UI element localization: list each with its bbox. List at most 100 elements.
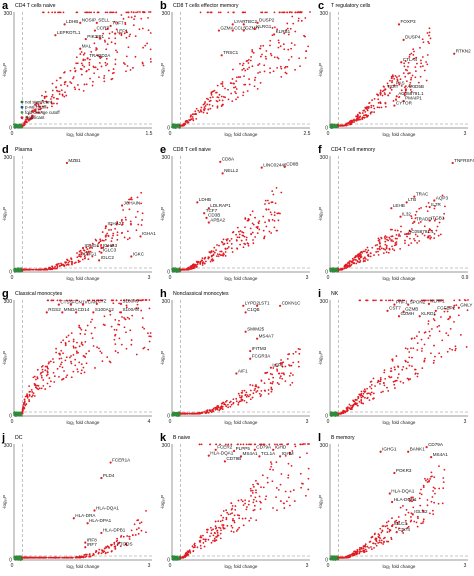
data-point (453, 321, 455, 323)
data-point (125, 11, 128, 14)
data-point (223, 527, 226, 530)
data-point (374, 532, 376, 535)
data-point (362, 545, 365, 547)
data-point (249, 398, 252, 401)
data-point (425, 479, 427, 482)
data-point (171, 414, 174, 417)
data-point (442, 477, 445, 479)
data-point (80, 73, 83, 76)
data-point (235, 80, 238, 83)
data-point (44, 365, 47, 368)
data-point (239, 230, 242, 232)
data-point (373, 107, 376, 110)
gene-label: CD8A (222, 157, 235, 162)
data-point (110, 550, 113, 552)
data-point (87, 250, 90, 253)
gene-label: IFITM3 (252, 346, 267, 351)
data-point (182, 555, 185, 558)
data-point (388, 530, 391, 533)
panel-title: B memory (331, 435, 355, 441)
data-point (304, 57, 307, 59)
data-point (272, 70, 275, 73)
data-point (222, 238, 225, 241)
data-point (415, 521, 418, 524)
data-point (35, 386, 37, 389)
data-point (13, 268, 16, 271)
data-point (53, 381, 56, 383)
gene-label: CST7 (389, 306, 401, 311)
points (171, 443, 310, 561)
data-point (124, 21, 127, 24)
data-point (357, 253, 360, 256)
data-point (149, 332, 152, 334)
data-point (91, 337, 94, 340)
data-point (245, 391, 248, 394)
data-point (232, 82, 235, 85)
gene-point (273, 33, 276, 36)
gene-label: CCR7 (96, 25, 109, 30)
gene-point (86, 57, 89, 60)
data-point (357, 397, 360, 400)
data-point (394, 387, 396, 389)
x-tick-label: 0 (11, 131, 14, 137)
data-point (91, 255, 94, 258)
data-point (360, 254, 362, 256)
data-point (432, 486, 435, 489)
y-tick-label: 300 (4, 11, 13, 17)
data-point (70, 82, 73, 85)
data-point (221, 103, 224, 106)
data-point (362, 549, 365, 552)
data-point (215, 249, 217, 252)
gene-label: GZMA (220, 25, 234, 30)
data-point (408, 356, 411, 359)
y-tick-label: 0 (9, 126, 12, 132)
y-tick-label: 0 (325, 126, 328, 132)
data-point (392, 380, 395, 383)
data-point (58, 357, 61, 360)
gene-label: GZMH (401, 311, 415, 316)
data-point (407, 232, 410, 235)
data-point (411, 365, 413, 368)
gene-label: CD79A (428, 442, 444, 447)
gene-point (203, 212, 206, 215)
data-point (410, 347, 412, 350)
gene-point (72, 517, 75, 520)
data-point (362, 250, 365, 253)
data-point (365, 299, 368, 302)
data-point (435, 229, 438, 232)
data-point (360, 546, 363, 549)
data-point (110, 325, 113, 328)
data-point (427, 299, 429, 302)
data-point (404, 75, 407, 78)
data-point (78, 88, 81, 91)
data-point (172, 556, 175, 559)
data-point (96, 11, 99, 14)
data-point (287, 353, 290, 356)
data-point (428, 27, 431, 30)
data-point (63, 83, 66, 86)
data-point (254, 76, 257, 79)
data-point (249, 487, 252, 490)
gene-label: GNLY (460, 303, 472, 308)
data-point (410, 496, 413, 499)
gene-point (430, 456, 433, 459)
data-point (98, 241, 101, 244)
gene-label: KLRD1 (421, 311, 436, 316)
data-point (230, 524, 233, 527)
panel-title: T regulatory cells (331, 3, 371, 9)
data-point (272, 468, 274, 471)
data-point (244, 226, 246, 229)
data-point (363, 391, 366, 394)
gene-label: PLD4 (103, 473, 115, 478)
data-point (210, 529, 213, 532)
gene-point (391, 524, 394, 528)
data-point (251, 65, 254, 68)
data-point (441, 299, 444, 302)
x-axis-label: log₂ fold change (67, 132, 100, 137)
data-point (390, 370, 393, 373)
data-point (76, 341, 78, 344)
data-point (264, 498, 267, 501)
data-point (299, 348, 301, 351)
data-point (430, 229, 433, 232)
